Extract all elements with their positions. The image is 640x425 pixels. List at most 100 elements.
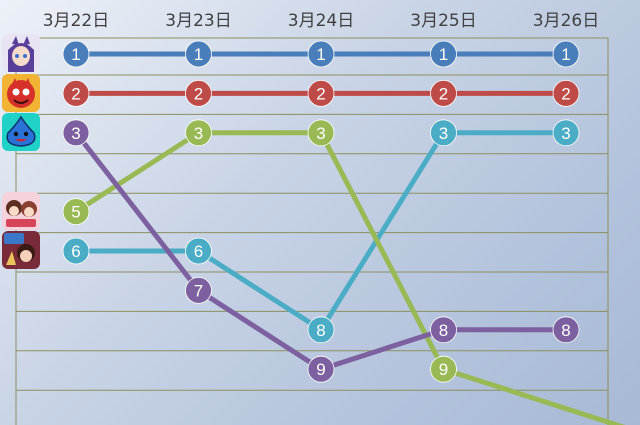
point-marker xyxy=(430,119,457,147)
app-icon-red-monster xyxy=(2,74,40,112)
app-icon-horse-girl xyxy=(2,34,40,72)
point-marker xyxy=(552,119,580,147)
data-point: 8 xyxy=(552,316,580,344)
point-marker xyxy=(62,237,90,265)
data-point: 1 xyxy=(307,40,335,68)
point-label: 8 xyxy=(316,321,325,340)
point-label: 7 xyxy=(194,281,203,300)
data-point: 1 xyxy=(552,40,580,68)
point-marker xyxy=(430,40,457,68)
point-label: 8 xyxy=(561,321,570,340)
data-point: 1 xyxy=(430,40,457,68)
icon-eye xyxy=(23,131,29,137)
point-label: 2 xyxy=(561,84,570,103)
icon-ornament xyxy=(6,251,16,265)
icon-mouth xyxy=(15,139,27,142)
point-label: 8 xyxy=(439,321,448,340)
icon-ears xyxy=(12,36,30,45)
data-point: 6 xyxy=(62,237,90,265)
point-marker xyxy=(430,80,457,107)
point-label: 2 xyxy=(194,84,203,103)
point-marker xyxy=(552,316,580,344)
point-marker xyxy=(307,355,335,383)
app-icon-idol-girls xyxy=(2,192,40,230)
point-label: 2 xyxy=(71,84,80,103)
data-point: 9 xyxy=(307,355,335,383)
icon-horns xyxy=(11,78,31,86)
icon-eye xyxy=(22,88,30,96)
point-marker xyxy=(62,119,90,147)
x-tick-label: 3月22日 xyxy=(43,11,109,31)
point-label: 3 xyxy=(71,124,80,143)
data-point: 2 xyxy=(552,80,580,107)
data-point: 1 xyxy=(185,40,212,68)
data-point: 3 xyxy=(307,119,335,147)
point-marker xyxy=(307,40,335,68)
x-tick-label: 3月24日 xyxy=(288,11,354,31)
icon-face xyxy=(20,250,32,262)
data-point: 8 xyxy=(430,316,457,344)
point-label: 9 xyxy=(439,360,448,379)
data-point: 9 xyxy=(430,355,457,383)
point-marker xyxy=(552,80,580,107)
data-point: 1 xyxy=(62,40,90,68)
data-point: 8 xyxy=(307,316,335,344)
icon-face xyxy=(24,207,34,217)
point-marker xyxy=(62,198,90,226)
data-point: 7 xyxy=(185,276,212,304)
x-tick-label: 3月26日 xyxy=(533,11,599,31)
icon-eye xyxy=(15,54,19,58)
point-label: 9 xyxy=(316,360,325,379)
data-point: 6 xyxy=(185,237,212,265)
icon-badge xyxy=(4,233,24,244)
data-point: 2 xyxy=(185,80,212,107)
point-marker xyxy=(307,80,335,107)
point-label: 6 xyxy=(194,242,203,261)
app-icon-blue-slime xyxy=(2,113,40,151)
icon-outfit xyxy=(6,219,36,227)
app-icon-anniversary xyxy=(2,231,40,269)
point-label: 6 xyxy=(71,242,80,261)
point-label: 3 xyxy=(561,124,570,143)
point-marker xyxy=(307,316,335,344)
point-marker xyxy=(185,237,212,265)
point-marker xyxy=(307,119,335,147)
data-point: 3 xyxy=(552,119,580,147)
icon-eye xyxy=(12,88,20,96)
point-label: 5 xyxy=(71,203,80,222)
point-marker xyxy=(185,40,212,68)
icon-face xyxy=(9,206,19,216)
icon-mouth xyxy=(13,99,29,104)
point-marker xyxy=(430,316,457,344)
icon-slime xyxy=(6,115,36,147)
point-label: 3 xyxy=(316,124,325,143)
point-label: 1 xyxy=(561,45,570,64)
data-point: 3 xyxy=(430,119,457,147)
x-tick-label: 3月25日 xyxy=(410,11,476,31)
point-label: 3 xyxy=(439,124,448,143)
icon-eye xyxy=(13,131,19,137)
point-marker xyxy=(552,40,580,68)
data-point: 2 xyxy=(430,80,457,107)
point-label: 1 xyxy=(71,45,80,64)
point-label: 2 xyxy=(439,84,448,103)
point-label: 3 xyxy=(194,124,203,143)
point-marker xyxy=(185,119,212,147)
data-point: 2 xyxy=(62,80,90,107)
series-line xyxy=(74,130,626,425)
data-point: 3 xyxy=(62,119,90,147)
point-marker xyxy=(62,80,90,107)
icon-face xyxy=(12,46,30,66)
point-marker xyxy=(62,40,90,68)
point-marker xyxy=(430,355,457,383)
icon-eye xyxy=(23,54,27,58)
point-label: 1 xyxy=(194,45,203,64)
point-marker xyxy=(185,276,212,304)
data-point: 2 xyxy=(307,80,335,107)
x-tick-label: 3月23日 xyxy=(165,11,231,31)
data-point: 5 xyxy=(62,198,90,226)
point-label: 1 xyxy=(316,45,325,64)
point-label: 1 xyxy=(439,45,448,64)
